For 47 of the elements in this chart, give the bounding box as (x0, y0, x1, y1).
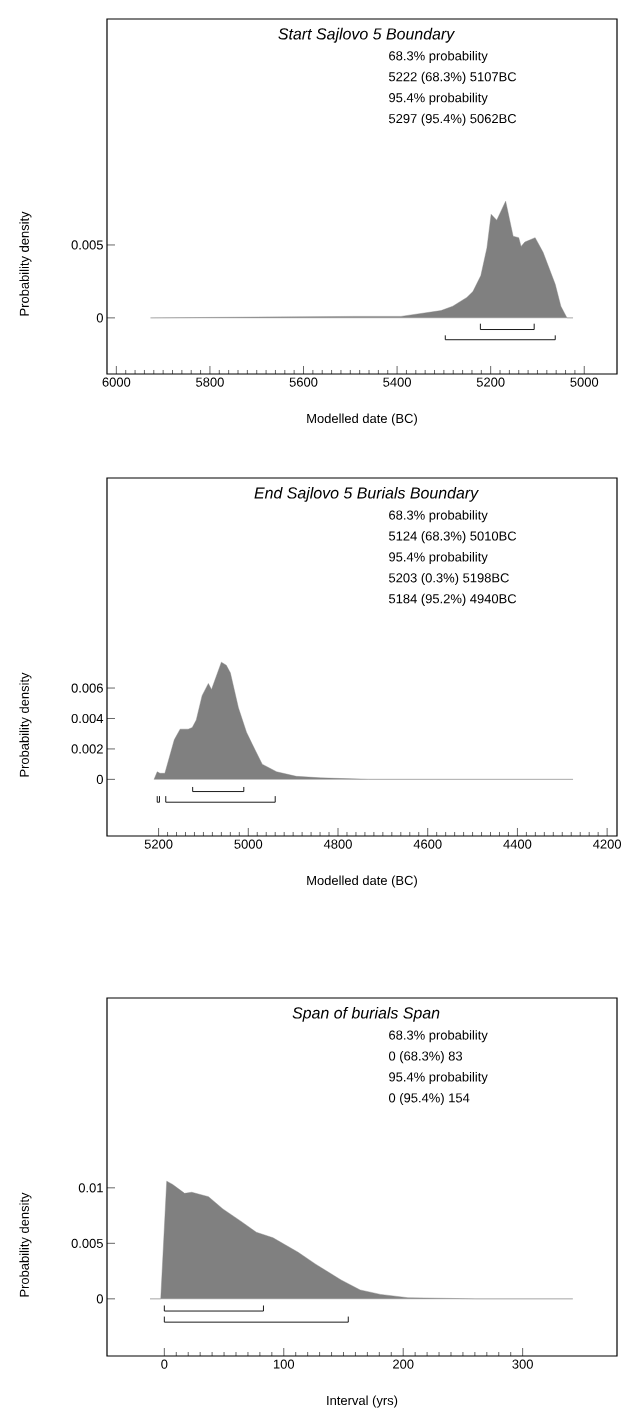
x-tick-label: 5200 (144, 839, 173, 849)
annotation: 5203 (0.3%) 5198BC (388, 572, 509, 585)
y-tick-label: 0.006 (71, 683, 103, 693)
y-tick-label: 0.004 (71, 713, 104, 724)
annotation: 68.3% probability (389, 510, 488, 523)
x-tick-label: 6000 (102, 377, 131, 387)
x-axis-title: Modelled date (BC) (307, 875, 417, 888)
x-tick-label: 5600 (289, 377, 318, 387)
x-tick-label: 100 (273, 1359, 295, 1369)
y-tick-label: 0.01 (78, 1183, 103, 1193)
x-tick-label: 0 (161, 1359, 168, 1369)
annotation: 5124 (68.3%) 5010BC (388, 531, 517, 544)
annotation: 68.3% probability (389, 1030, 488, 1043)
annotation: 5297 (95.4%) 5062BC (388, 113, 517, 126)
y-tick-label: 0.002 (71, 744, 103, 754)
x-tick-label: 5000 (570, 377, 599, 387)
annotation: 5184 (95.2%) 4940BC (388, 593, 517, 606)
x-tick-label: 5800 (196, 377, 224, 387)
x-tick-label: 4800 (323, 839, 352, 849)
x-tick-label: 300 (512, 1359, 533, 1369)
x-tick-label: 200 (393, 1359, 414, 1369)
x-axis-title: Modelled date (BC) (307, 413, 417, 426)
annotation: 68.3% probability (389, 50, 488, 63)
text: Start Sajlovo 5 Boundary (278, 27, 455, 43)
annotation: 5222 (68.3%) 5107BC (388, 71, 517, 84)
y-axis-title: Probability density (19, 1192, 32, 1297)
y-tick-label: 0 (96, 1294, 103, 1304)
annotation: 95.4% probability (389, 92, 488, 105)
x-tick-label: 5000 (234, 839, 263, 849)
text: End Sajlovo 5 Burials Boundary (254, 486, 479, 502)
y-tick-label: 0.005 (71, 1238, 103, 1248)
annotation: 0 (68.3%) 83 (388, 1051, 463, 1064)
x-tick-label: 4600 (413, 839, 442, 849)
y-axis-title: Probability density (19, 672, 32, 777)
annotation: 0 (95.4%) 154 (388, 1092, 470, 1105)
text: Span of burials Span (292, 1006, 440, 1022)
x-axis-title: Interval (yrs) (327, 1395, 398, 1408)
x-tick-label: 5400 (383, 377, 411, 387)
x-tick-label: 4400 (503, 839, 532, 849)
x-tick-label: 4200 (593, 839, 622, 849)
y-tick-label: 0 (96, 313, 103, 323)
y-tick-label: 0 (96, 774, 103, 784)
annotation: 95.4% probability (389, 1071, 488, 1085)
annotation: 95.4% probability (389, 551, 488, 565)
y-axis-title: Probability density (19, 211, 32, 316)
x-tick-label: 5200 (476, 377, 505, 387)
y-tick-label: 0.005 (71, 240, 103, 250)
